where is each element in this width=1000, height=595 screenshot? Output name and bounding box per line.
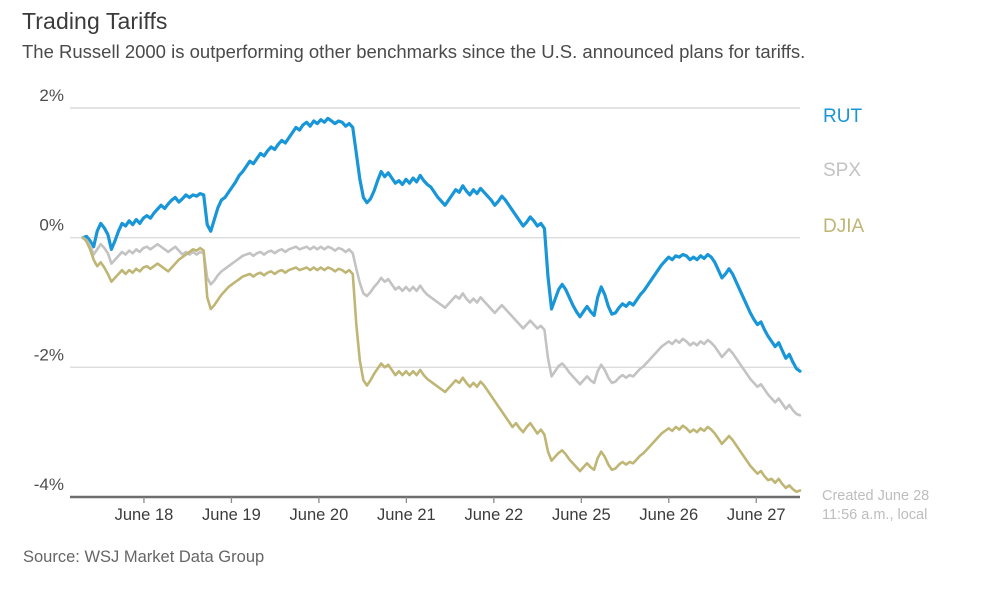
legend-label-spx[interactable]: SPX	[823, 160, 861, 181]
series-line-spx	[81, 236, 802, 417]
y-axis-tick-label: 0%	[39, 216, 64, 235]
y-axis-tick-label: -4%	[34, 475, 64, 494]
series-line-djia	[81, 236, 802, 494]
x-axis-tick-label: June 21	[377, 506, 436, 524]
x-axis-tick-label: June 19	[202, 506, 261, 524]
page-title: Trading Tariffs	[22, 8, 168, 34]
legend-label-djia[interactable]: DJIA	[823, 216, 865, 237]
series-line-rut	[81, 116, 802, 373]
x-axis-tick-label: June 20	[290, 506, 349, 524]
created-timestamp: Created June 28 11:56 a.m., local	[822, 488, 930, 523]
y-axis-tick-label: 2%	[39, 86, 64, 105]
chart-subtitle: The Russell 2000 is outperforming other …	[22, 41, 806, 62]
legend-label-rut[interactable]: RUT	[823, 106, 862, 127]
chart-header: Trading Tariffs The Russell 2000 is outp…	[22, 6, 952, 64]
source-credit: Source: WSJ Market Data Group	[23, 548, 265, 566]
x-axis-tick-label: June 26	[639, 506, 698, 524]
x-axis-tick-label: June 22	[464, 506, 523, 524]
y-axis-tick-label: -2%	[34, 345, 64, 364]
x-axis-tick-label: June 27	[727, 506, 786, 524]
x-axis-tick-label: June 18	[115, 506, 174, 524]
x-axis-tick-label: June 25	[552, 506, 611, 524]
